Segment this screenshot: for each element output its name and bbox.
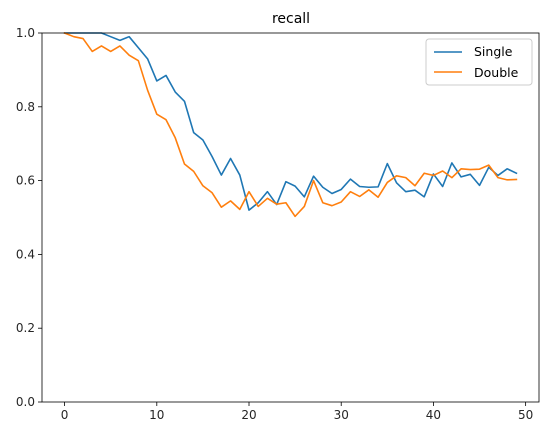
chart-title: recall bbox=[272, 11, 310, 27]
legend-label-single: Single bbox=[474, 44, 513, 59]
legend: Single Double bbox=[425, 38, 533, 86]
plot-frame bbox=[41, 32, 540, 403]
x-tick-label: 30 bbox=[334, 408, 349, 422]
legend-label-double: Double bbox=[474, 65, 519, 80]
y-tick-label: 0.8 bbox=[16, 100, 35, 114]
x-tick-label: 40 bbox=[426, 408, 441, 422]
series-layer bbox=[63, 31, 518, 218]
x-tick-label: 20 bbox=[241, 408, 256, 422]
y-tick-label: 0.4 bbox=[16, 247, 35, 261]
y-tick-label: 1.0 bbox=[16, 26, 35, 40]
series-line-double bbox=[63, 31, 518, 218]
legend-box bbox=[425, 38, 533, 86]
x-axis: 0 10 20 30 40 50 bbox=[61, 402, 533, 422]
x-tick-label: 0 bbox=[61, 408, 69, 422]
x-tick-label: 50 bbox=[518, 408, 533, 422]
series-line-single bbox=[63, 32, 518, 211]
y-tick-label: 0.0 bbox=[16, 395, 35, 409]
x-tick-label: 10 bbox=[149, 408, 164, 422]
y-axis: 0.0 0.2 0.4 0.6 0.8 1.0 bbox=[16, 26, 42, 409]
y-tick-label: 0.6 bbox=[16, 174, 35, 188]
y-tick-label: 0.2 bbox=[16, 321, 35, 335]
